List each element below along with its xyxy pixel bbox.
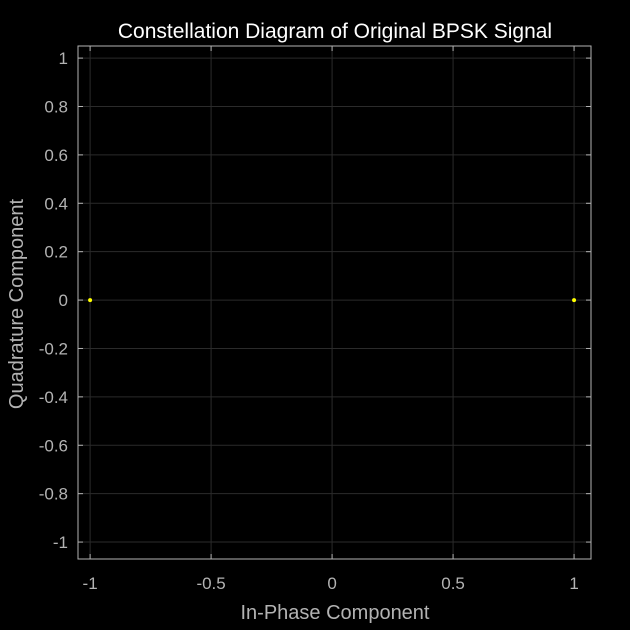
chart-title: Constellation Diagram of Original BPSK S…	[118, 20, 552, 43]
y-axis-label: Quadrature Component	[6, 199, 28, 410]
constellation-point	[88, 298, 93, 303]
y-tick-label: -0.2	[39, 339, 68, 358]
y-tick-label: 0.6	[44, 146, 68, 165]
y-tick-label: -0.6	[39, 436, 68, 455]
y-tick-label: 1	[59, 49, 68, 68]
x-tick-labels: -1 -0.5 0 0.5 1	[83, 574, 579, 593]
x-tick-label: -0.5	[196, 574, 225, 593]
y-tick-label: 0.4	[44, 194, 68, 213]
x-tick-label: 0	[327, 574, 336, 593]
x-tick-label: 1	[569, 574, 578, 593]
data-points	[88, 298, 577, 303]
y-tick-label: 0.2	[44, 243, 68, 262]
y-tick-label: 0	[59, 291, 68, 310]
tick-marks	[78, 46, 591, 559]
grid-lines	[78, 46, 591, 559]
y-tick-labels: 1 0.8 0.6 0.4 0.2 0 -0.2 -0.4 -0.6 -0.8 -1	[39, 49, 68, 552]
plot-frame	[77, 45, 592, 560]
y-tick-label: -0.4	[39, 388, 68, 407]
y-tick-label: -1	[53, 533, 68, 552]
x-axis-label: In-Phase Component	[240, 602, 429, 624]
x-tick-label: -1	[83, 574, 98, 593]
y-tick-label: 0.8	[44, 97, 68, 116]
y-tick-label: -0.8	[39, 485, 68, 504]
x-tick-label: 0.5	[441, 574, 465, 593]
constellation-point	[572, 298, 577, 303]
